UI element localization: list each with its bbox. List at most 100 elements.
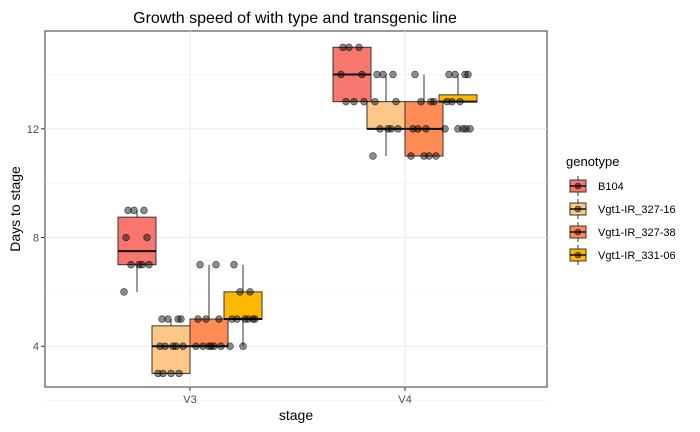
data-point — [154, 369, 162, 378]
data-point — [194, 315, 202, 323]
x-axis: V3 V4 — [183, 387, 412, 406]
data-point — [454, 125, 462, 133]
data-point — [174, 315, 182, 323]
data-point — [140, 206, 148, 215]
data-point — [239, 342, 247, 350]
data-point — [360, 97, 368, 106]
data-point — [236, 288, 244, 296]
data-point — [233, 315, 241, 323]
data-point — [205, 342, 213, 350]
data-point — [451, 70, 459, 79]
data-point — [427, 97, 435, 106]
data-point — [355, 43, 363, 52]
data-point — [456, 97, 464, 106]
data-point — [342, 97, 350, 106]
data-point — [228, 315, 236, 323]
data-point — [371, 97, 379, 106]
data-point — [212, 261, 220, 269]
data-point — [392, 97, 400, 106]
legend-label: Vgt1-IR_331-06 — [598, 250, 676, 262]
data-point — [417, 97, 425, 106]
y-tick-label: 12 — [27, 124, 39, 136]
legend-key-point — [574, 205, 582, 213]
data-point — [387, 125, 395, 133]
data-point — [339, 43, 347, 52]
legend-title: genotype — [566, 154, 620, 169]
x-axis-title: stage — [279, 407, 313, 423]
data-point — [122, 233, 130, 242]
data-point — [462, 125, 470, 133]
box — [366, 101, 406, 130]
data-point — [130, 206, 138, 215]
data-point — [161, 342, 169, 350]
data-point — [215, 315, 223, 323]
data-point — [445, 70, 453, 79]
data-point — [373, 70, 381, 79]
data-point — [210, 342, 218, 350]
data-point — [120, 288, 128, 296]
data-point — [358, 70, 366, 79]
data-point — [384, 125, 392, 133]
data-point — [156, 342, 164, 350]
y-axis: 4 8 12 — [27, 124, 45, 353]
data-point — [411, 70, 419, 79]
data-point — [414, 125, 422, 133]
y-tick-label: 4 — [33, 341, 39, 353]
data-point — [464, 70, 472, 79]
box — [189, 318, 229, 347]
data-point — [461, 70, 469, 79]
data-point — [422, 125, 430, 133]
data-point — [175, 369, 183, 378]
box — [117, 216, 157, 266]
data-point — [217, 342, 225, 350]
data-point — [350, 97, 358, 106]
data-point — [196, 261, 204, 269]
plot-panel — [44, 30, 548, 388]
data-point — [244, 315, 252, 323]
data-point — [379, 70, 387, 79]
box — [223, 291, 263, 320]
data-point — [376, 125, 384, 133]
x-tick-label: V4 — [398, 394, 411, 406]
data-point — [179, 342, 187, 350]
data-point — [432, 152, 440, 160]
data-point — [167, 369, 175, 378]
legend-item: Vgt1-IR_327-16 — [569, 199, 676, 219]
legend-label: Vgt1-IR_327-38 — [598, 227, 676, 239]
data-point — [202, 315, 210, 323]
data-point — [241, 315, 249, 323]
y-axis-title: Days to stage — [7, 166, 23, 252]
data-point — [192, 342, 200, 350]
data-point — [448, 97, 456, 106]
chart-title: Growth speed of with type and transgenic… — [133, 10, 457, 27]
data-point — [425, 152, 433, 160]
data-point — [443, 97, 451, 106]
legend-label: Vgt1-IR_327-16 — [598, 204, 676, 216]
data-point — [159, 369, 167, 378]
data-point — [226, 342, 234, 350]
jitter-points — [120, 43, 474, 378]
data-point — [409, 125, 417, 133]
y-tick-label: 8 — [33, 233, 39, 245]
data-point — [345, 43, 353, 52]
legend-item: B104 — [569, 176, 624, 196]
data-point — [420, 152, 428, 160]
boxes — [117, 46, 478, 374]
data-point — [135, 261, 143, 269]
data-point — [251, 315, 259, 323]
data-point — [407, 152, 415, 160]
data-point — [145, 261, 153, 269]
data-point — [158, 315, 166, 323]
data-point — [430, 97, 438, 106]
data-point — [169, 342, 177, 350]
data-point — [394, 125, 402, 133]
data-point — [143, 233, 151, 242]
legend-key-point — [574, 182, 582, 190]
data-point — [127, 261, 135, 269]
data-point — [177, 315, 185, 323]
data-point — [249, 315, 257, 323]
data-point — [459, 125, 467, 133]
data-point — [441, 125, 449, 133]
data-point — [172, 342, 180, 350]
